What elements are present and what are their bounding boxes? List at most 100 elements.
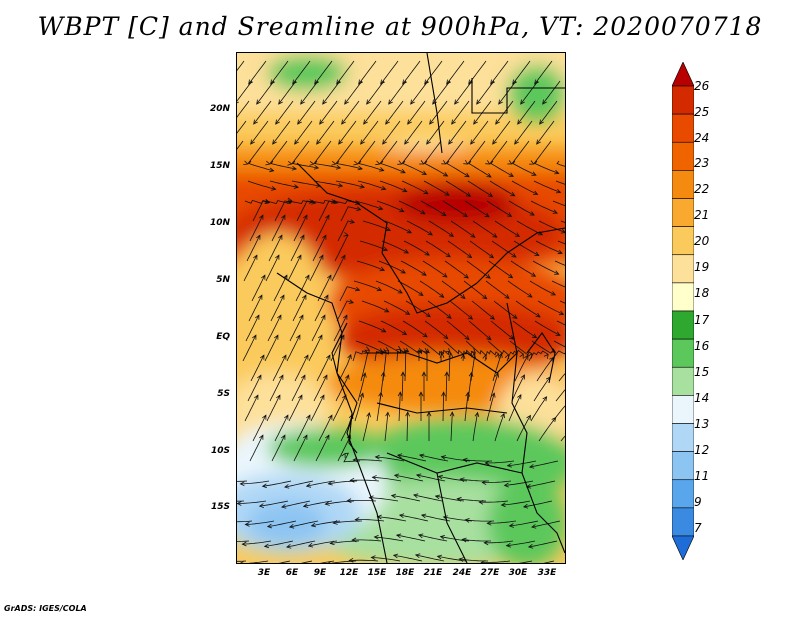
streamline bbox=[402, 160, 427, 175]
streamline-arrow bbox=[286, 543, 292, 549]
streamline bbox=[377, 516, 407, 522]
streamline bbox=[479, 500, 509, 503]
streamline bbox=[446, 320, 470, 340]
streamline bbox=[533, 180, 561, 193]
streamline bbox=[269, 180, 299, 188]
streamline-arrow bbox=[552, 209, 558, 214]
streamline-arrow bbox=[536, 139, 541, 145]
streamline-arrow bbox=[542, 396, 548, 402]
streamline bbox=[399, 514, 429, 522]
lon-label-9e: 9E bbox=[313, 568, 327, 578]
colorbar-label: 20 bbox=[694, 234, 710, 248]
streamline bbox=[352, 539, 382, 542]
streamline-arrow bbox=[343, 314, 348, 320]
streamline bbox=[513, 240, 539, 256]
streamline bbox=[397, 454, 427, 462]
colorbar-bin bbox=[672, 141, 694, 171]
streamline-arrow bbox=[241, 541, 247, 547]
colorbar-bin bbox=[672, 451, 694, 481]
streamline bbox=[385, 100, 404, 125]
streamline-arrow bbox=[385, 226, 392, 232]
streamline-arrow bbox=[402, 79, 407, 85]
streamline bbox=[267, 520, 297, 527]
lat-label-eq: EQ bbox=[216, 332, 230, 342]
streamline-arrow bbox=[446, 79, 451, 85]
streamline bbox=[262, 480, 292, 487]
streamline-arrow bbox=[506, 212, 513, 217]
streamline-arrow bbox=[476, 99, 481, 105]
streamline-arrow bbox=[400, 371, 406, 377]
streamline bbox=[288, 200, 316, 204]
lon-label-27e: 27E bbox=[480, 568, 500, 578]
streamline-arrow bbox=[388, 99, 393, 105]
streamline bbox=[512, 60, 531, 85]
streamline bbox=[443, 340, 464, 355]
streamline bbox=[268, 235, 283, 262]
streamline bbox=[266, 395, 281, 422]
streamline-arrow bbox=[276, 394, 281, 400]
streamline bbox=[376, 200, 404, 212]
streamline-arrow bbox=[310, 522, 316, 528]
streamline bbox=[451, 100, 470, 125]
streamline-arrow bbox=[353, 160, 359, 166]
streamline-arrow bbox=[468, 371, 474, 377]
streamline bbox=[384, 412, 389, 442]
streamline bbox=[244, 395, 259, 422]
colorbar-bin bbox=[672, 254, 694, 284]
streamline bbox=[469, 240, 494, 259]
streamline bbox=[313, 180, 343, 187]
streamline bbox=[295, 275, 310, 302]
streamline-arrow bbox=[444, 371, 450, 377]
streamline bbox=[362, 412, 370, 442]
streamline-arrow bbox=[483, 540, 489, 546]
streamline bbox=[360, 120, 379, 145]
colorbar-label: 17 bbox=[694, 313, 710, 327]
streamline-arrow bbox=[390, 493, 397, 499]
streamline bbox=[490, 160, 514, 177]
streamline-arrow bbox=[464, 518, 470, 523]
streamline bbox=[356, 260, 385, 271]
streamline bbox=[289, 520, 319, 528]
streamline bbox=[375, 456, 405, 462]
streamline-arrow bbox=[454, 99, 459, 105]
streamline bbox=[512, 160, 537, 176]
streamline bbox=[404, 352, 407, 382]
streamline-arrow bbox=[313, 164, 320, 170]
streamline-arrow bbox=[284, 414, 289, 420]
streamline bbox=[310, 395, 325, 422]
streamline bbox=[402, 60, 421, 85]
streamline-arrow bbox=[370, 555, 376, 560]
streamline-arrow bbox=[505, 542, 511, 548]
streamline-arrow bbox=[441, 160, 447, 165]
streamline bbox=[272, 120, 291, 145]
streamline-arrow bbox=[531, 171, 537, 176]
streamline bbox=[427, 300, 452, 319]
streamline-arrow bbox=[341, 452, 346, 458]
streamline-arrow bbox=[414, 553, 421, 559]
streamline-arrow bbox=[265, 160, 271, 166]
streamline-arrow bbox=[418, 391, 424, 397]
streamline bbox=[394, 474, 424, 482]
streamline bbox=[407, 100, 426, 125]
streamline-arrow bbox=[417, 533, 424, 539]
streamline-arrow bbox=[514, 232, 521, 237]
streamline-arrow bbox=[322, 99, 327, 105]
streamline bbox=[336, 160, 363, 170]
streamline bbox=[557, 240, 565, 245]
streamline bbox=[363, 100, 382, 125]
streamline-arrow bbox=[301, 374, 306, 380]
streamline bbox=[333, 520, 362, 524]
lon-label-18e: 18E bbox=[395, 568, 415, 578]
streamline bbox=[313, 140, 332, 165]
streamline-arrow bbox=[555, 331, 561, 336]
streamline bbox=[300, 80, 319, 105]
streamline-arrow bbox=[258, 294, 263, 300]
streamline-arrow bbox=[542, 99, 547, 105]
streamline bbox=[291, 180, 321, 187]
streamline-arrow bbox=[349, 477, 355, 483]
streamline-arrow bbox=[384, 346, 390, 352]
streamline-arrow bbox=[244, 522, 250, 527]
streamline-arrow bbox=[488, 253, 495, 259]
colorbar-bin bbox=[672, 507, 694, 537]
streamline-arrow bbox=[318, 334, 323, 340]
